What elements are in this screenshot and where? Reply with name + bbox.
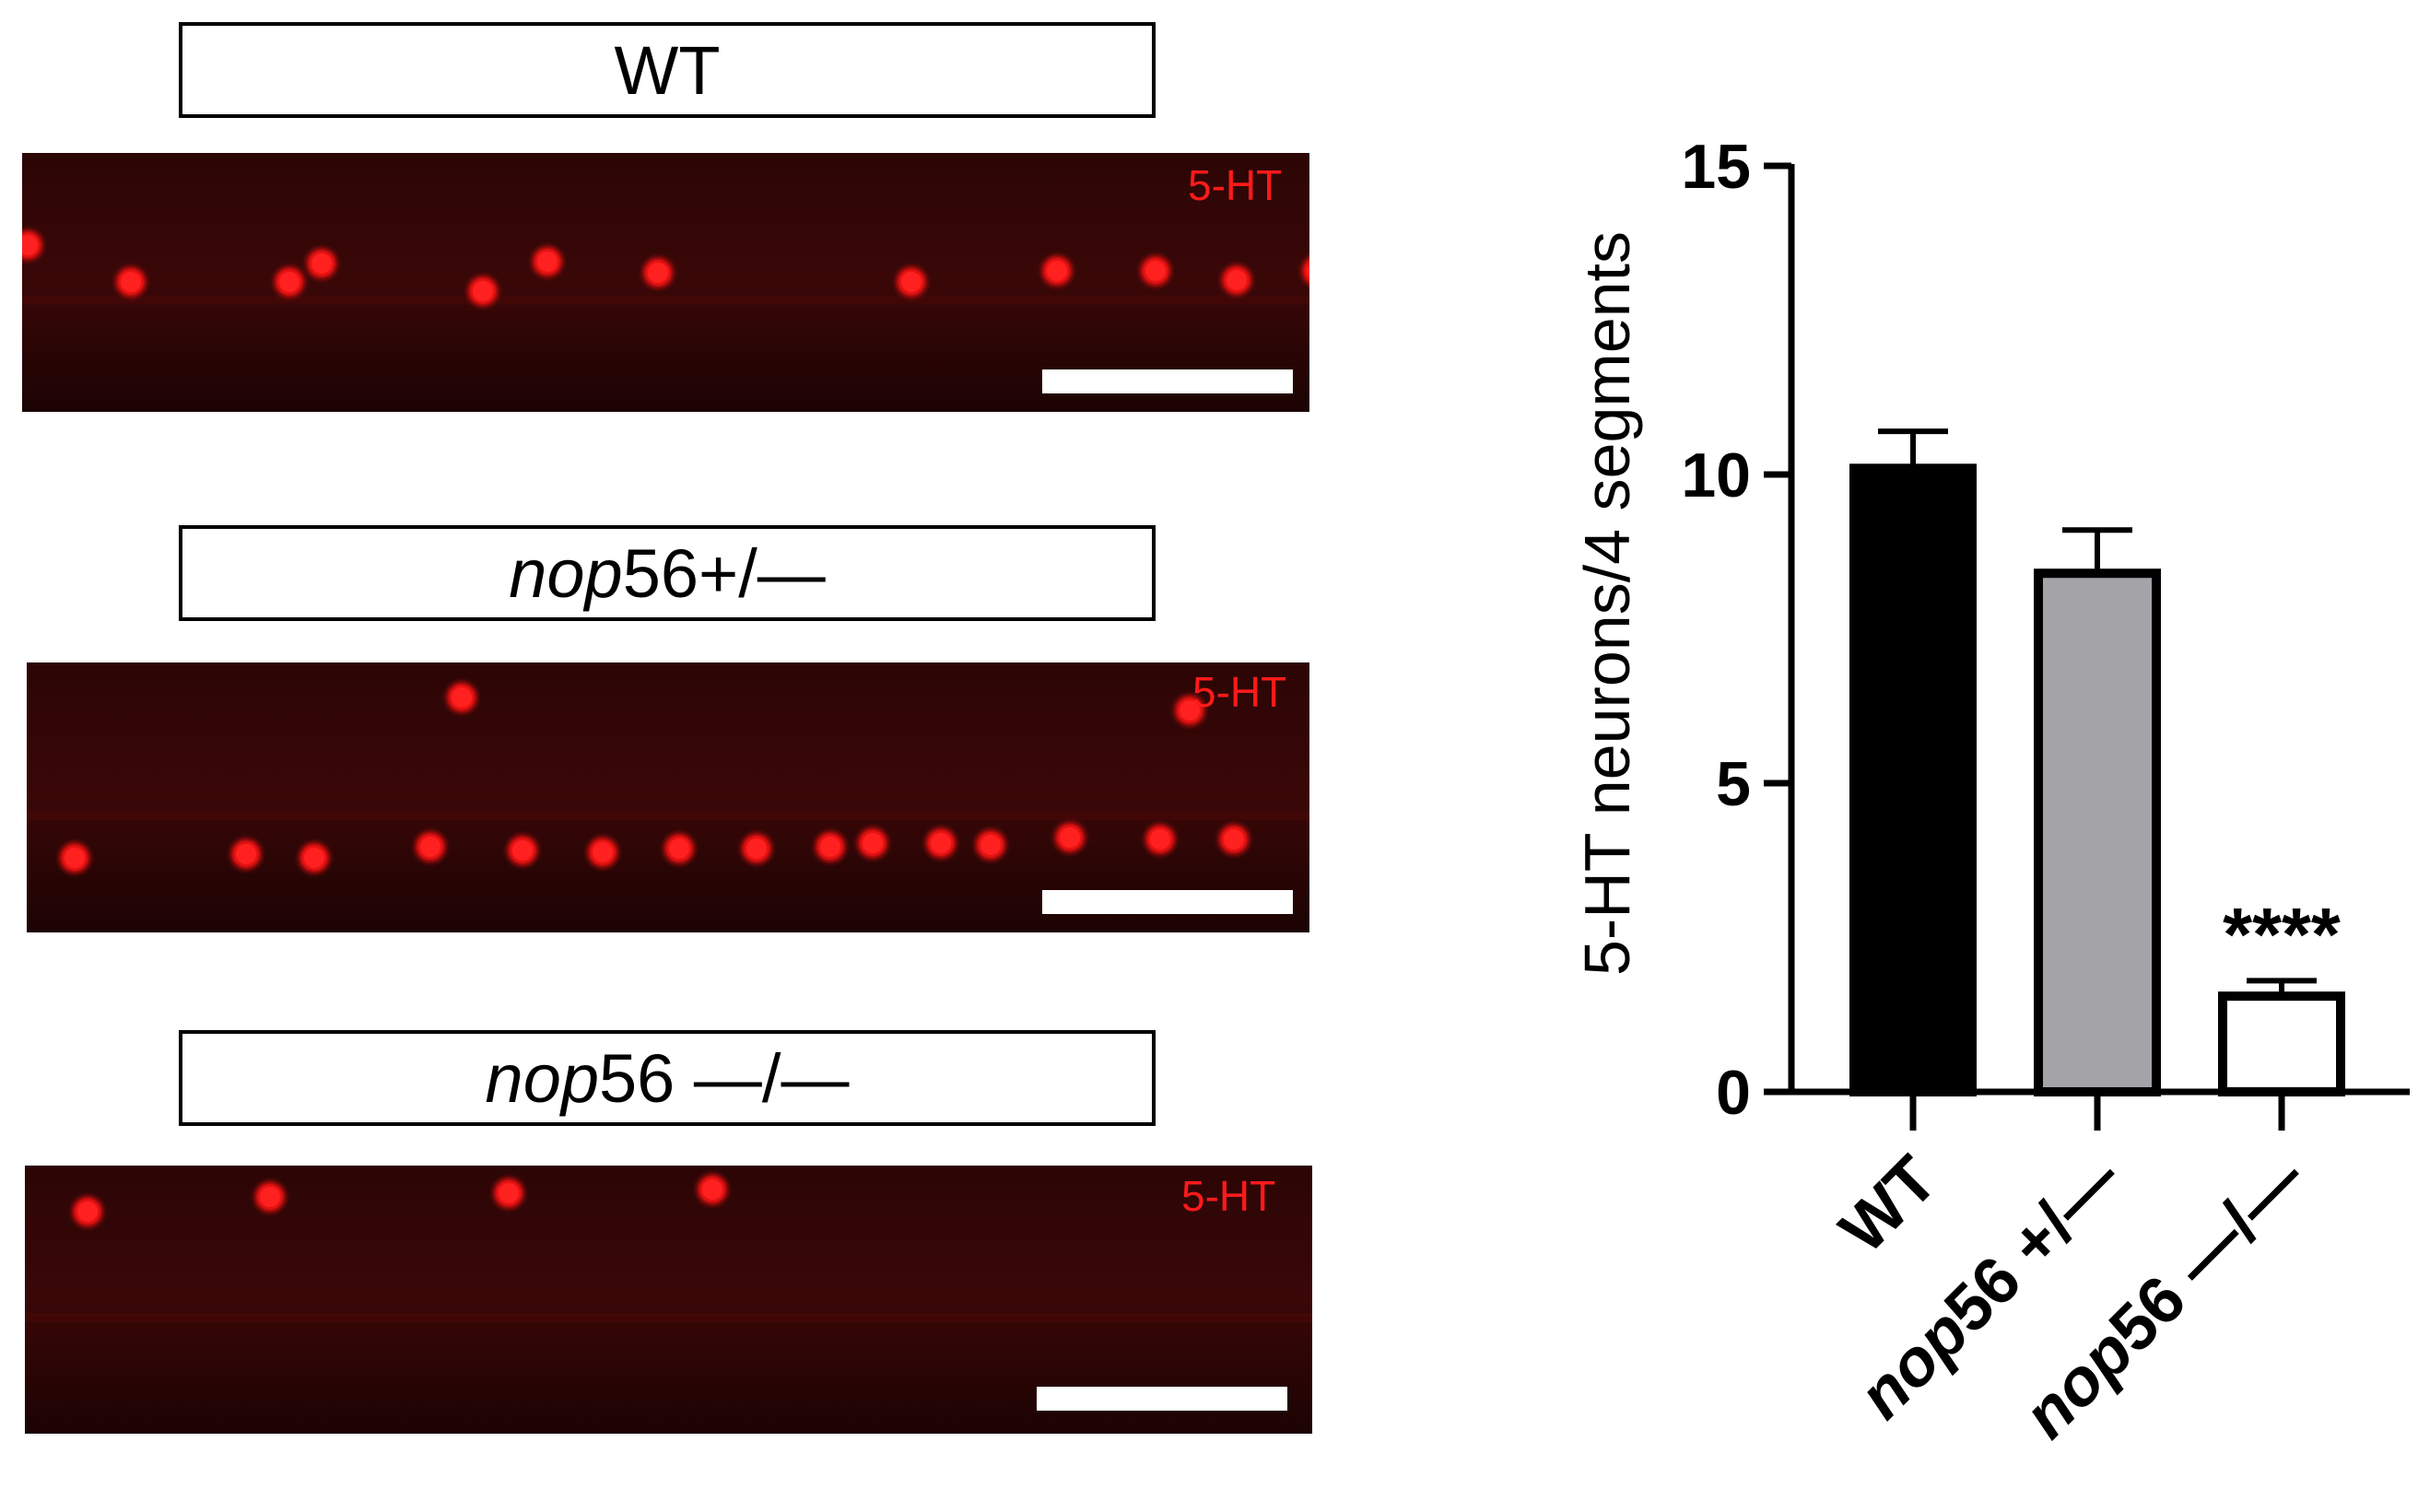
- neuron-halo: [1297, 252, 1309, 290]
- stain-label-mut: 5-HT: [1181, 1172, 1276, 1220]
- bar: [2034, 568, 2161, 1096]
- neuron-soma: [236, 844, 256, 864]
- micrograph-wt-image: [22, 153, 1309, 412]
- scale-bar-wt: [1042, 369, 1293, 393]
- genotype-label-mut: nop56 —/—: [179, 1030, 1156, 1126]
- genotype-label-wt-text: WT: [614, 31, 721, 109]
- tissue-band: [27, 811, 1309, 821]
- genotype-label-het: nop56+/—: [179, 525, 1156, 621]
- neuron-soma: [863, 833, 883, 853]
- neuron-soma: [77, 1201, 98, 1222]
- stain-label-wt: 5-HT: [1188, 161, 1283, 209]
- genotype-label-het-text: nop56+/—: [509, 534, 826, 612]
- micrograph-het-image: [27, 662, 1309, 932]
- neuron-soma: [1047, 261, 1067, 281]
- significance-annotation: ****: [2223, 893, 2341, 977]
- genotype-label-mut-text: nop56 —/—: [485, 1039, 850, 1117]
- x-tick-label: WT: [1826, 1143, 1952, 1268]
- micrograph-wt: 5-HT: [22, 153, 1309, 412]
- neuron-soma: [746, 838, 767, 859]
- y-tick-label: 15: [1681, 132, 1751, 202]
- neuron-soma: [121, 272, 141, 292]
- neuron-soma: [499, 1183, 519, 1203]
- neuron-soma: [648, 263, 668, 283]
- neuron-soma: [931, 833, 951, 853]
- neuron-soma: [537, 252, 558, 272]
- y-axis-label: 5-HT neurons/4 segments: [1571, 231, 1643, 976]
- neuron-soma: [980, 835, 1001, 855]
- neuron-soma: [702, 1179, 722, 1200]
- genotype-label-wt: WT: [179, 22, 1156, 118]
- y-tick-label: 0: [1716, 1058, 1751, 1128]
- neuron-soma: [311, 253, 332, 274]
- neuron-soma: [260, 1187, 280, 1207]
- neuron-soma: [669, 838, 689, 859]
- neuron-soma: [22, 235, 38, 255]
- micrograph-mut: 5-HT: [25, 1166, 1312, 1434]
- neuron-soma: [1150, 829, 1170, 850]
- neuron-soma: [1227, 270, 1247, 290]
- micrograph-het: 5-HT: [27, 662, 1309, 932]
- scale-bar-het: [1042, 890, 1293, 914]
- neuron-soma: [65, 848, 85, 868]
- tissue-band: [25, 1313, 1312, 1323]
- neuron-soma: [1307, 264, 1309, 278]
- tissue-band: [22, 295, 1309, 305]
- neuron-soma: [512, 840, 533, 861]
- neuron-soma: [420, 837, 440, 857]
- neuron-soma: [820, 837, 840, 857]
- neuron-soma: [901, 272, 922, 292]
- stain-label-het: 5-HT: [1192, 668, 1287, 716]
- neuron-soma: [1180, 700, 1200, 721]
- neuron-soma: [473, 281, 493, 301]
- y-tick-label: 5: [1716, 749, 1751, 819]
- neuron-soma: [279, 272, 299, 292]
- neuron-soma: [1224, 829, 1244, 850]
- scale-bar-mut: [1037, 1387, 1287, 1411]
- tissue-background: [27, 662, 1309, 932]
- neuron-soma: [452, 687, 472, 708]
- neuron-soma: [1060, 827, 1080, 848]
- neuron-soma: [304, 848, 324, 868]
- y-tick-label: 10: [1681, 440, 1751, 510]
- bar: [1849, 463, 1977, 1096]
- neuron-soma: [1145, 261, 1166, 281]
- bar: [2218, 991, 2345, 1097]
- neuron-soma: [593, 842, 613, 862]
